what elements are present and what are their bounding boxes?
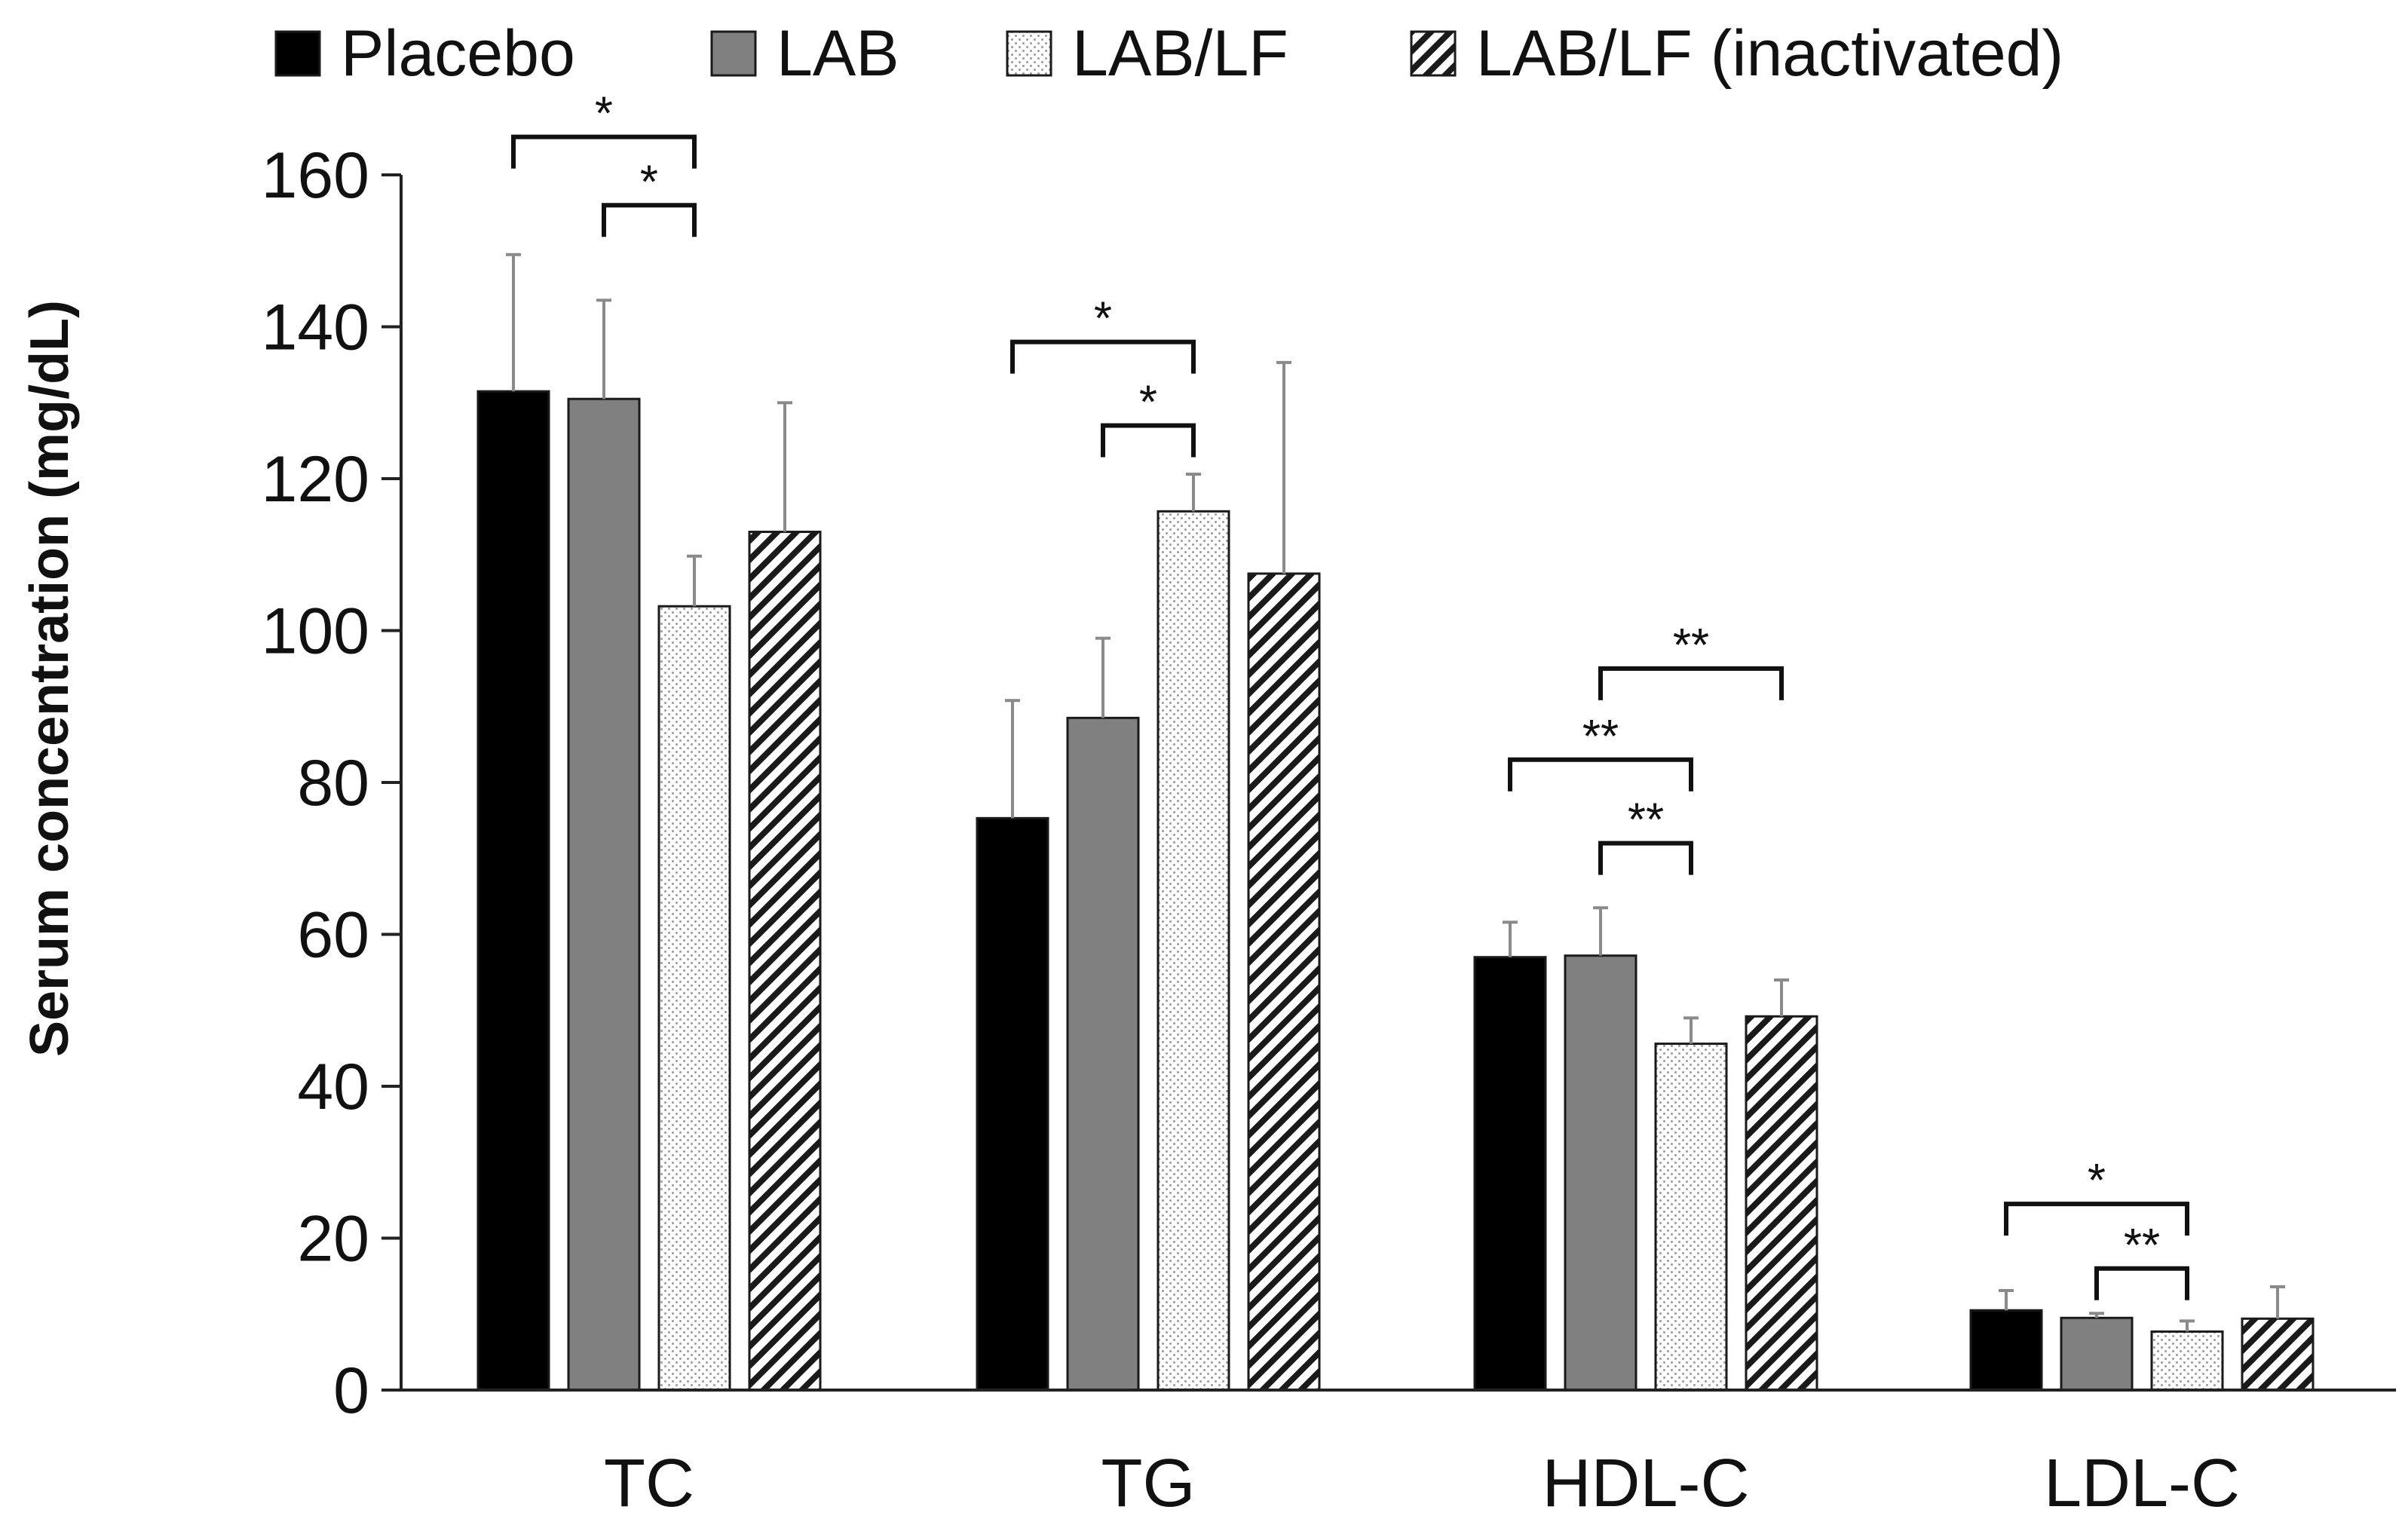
error-bar-tg-lab (1095, 636, 1111, 718)
error-bar-tc-placebo (506, 253, 521, 392)
y-tick-label-0: 0 (333, 1355, 369, 1427)
category-label-hdl-c: HDL-C (1542, 1446, 1749, 1521)
bar-tg-lab-lf-inactivated (1247, 572, 1321, 1392)
y-tick-label-20: 20 (297, 1203, 369, 1275)
significance-label-2: * (640, 156, 658, 208)
significance-label-4: * (1139, 376, 1157, 428)
significance-bracket-8 (2004, 1202, 2189, 1236)
category-label-tg: TG (1101, 1446, 1196, 1521)
error-bar-tg-placebo (1005, 699, 1020, 819)
legend-label-lab-lf: LAB/LF (1072, 17, 1288, 90)
bar-tc-lab-lf (657, 605, 731, 1392)
y-tick-label-160: 160 (262, 139, 370, 212)
error-bars (506, 253, 2285, 1332)
error-bar-tc-lab (596, 299, 611, 400)
bar-tc-lab (567, 397, 641, 1392)
bar-tg-placebo (976, 816, 1049, 1392)
category-label-ldl-c: LDL-C (2044, 1446, 2240, 1521)
y-axis: 0 20 40 60 80 100 120 140 160 (262, 139, 403, 1427)
significance-label-7: ** (1628, 795, 1664, 847)
bar-ldl-c-lab-lf (2150, 1330, 2224, 1392)
significance-label-6: ** (1582, 711, 1619, 763)
error-bar-hdl-c-placebo (1503, 920, 1518, 957)
category-label-tc: TC (604, 1446, 694, 1521)
legend-swatch-placebo (274, 30, 321, 77)
error-bar-ldl-c-lab (2089, 1312, 2104, 1318)
bars (476, 390, 2315, 1392)
y-tick-label-40: 40 (297, 1051, 369, 1123)
error-bar-tc-lab-lf (687, 554, 702, 607)
bar-tg-lab-lf (1157, 510, 1230, 1392)
error-bar-hdl-c-lab-lf-inactivated (1774, 978, 1789, 1017)
error-bar-hdl-c-lab-lf (1683, 1016, 1699, 1044)
legend-swatch-lab-lf-inactivated (1410, 30, 1457, 77)
y-tick-label-80: 80 (297, 747, 369, 819)
bar-tg-lab (1066, 716, 1140, 1392)
significance-label-5: ** (1673, 620, 1709, 672)
legend-label-lab-lf-inactivated: LAB/LF (inactivated) (1476, 17, 2063, 90)
significance-label-8: * (2088, 1155, 2106, 1207)
legend-label-placebo: Placebo (341, 17, 575, 90)
significance-bracket-2 (602, 203, 697, 237)
significance-label-3: * (1094, 293, 1112, 345)
error-bar-tc-lab-lf-inactivated (777, 401, 792, 532)
error-bar-hdl-c-lab (1593, 906, 1608, 956)
error-bar-ldl-c-lab-lf (2180, 1319, 2195, 1332)
significance-bracket-7 (1598, 841, 1693, 875)
significance-bracket-5 (1598, 666, 1784, 700)
legend-label-lab: LAB (777, 17, 899, 90)
significance-bracket-3 (1010, 339, 1196, 374)
error-bar-tg-lab-lf-inactivated (1276, 360, 1291, 574)
significance-label-9: ** (2124, 1220, 2160, 1272)
error-bar-ldl-c-placebo (1999, 1289, 2014, 1311)
y-tick-label-120: 120 (262, 443, 370, 516)
y-axis-label: Serum concentration (mg/dL) (20, 300, 80, 1057)
legend-swatch-lab-lf (1006, 30, 1052, 77)
error-bar-ldl-c-lab-lf-inactivated (2270, 1285, 2285, 1319)
y-tick-label-60: 60 (297, 899, 369, 972)
significance-markers: ************* (511, 88, 2189, 1300)
bar-tc-placebo (476, 390, 550, 1392)
y-tick-label-140: 140 (262, 292, 370, 364)
x-axis-categories: TC TG HDL-C LDL-C (604, 1446, 2240, 1521)
significance-bracket-9 (2094, 1266, 2189, 1300)
legend: Placebo LAB LAB/LF LAB/LF (inactivated) (274, 17, 2063, 90)
legend-swatch-lab (710, 30, 757, 77)
bar-ldl-c-placebo (1969, 1309, 2043, 1392)
significance-label-1: * (595, 88, 613, 140)
bar-hdl-c-placebo (1473, 956, 1547, 1392)
bar-hdl-c-lab-lf (1654, 1043, 1728, 1392)
significance-bracket-4 (1101, 423, 1196, 458)
significance-bracket-6 (1508, 757, 1693, 792)
bar-ldl-c-lab-lf-inactivated (2241, 1317, 2315, 1392)
bar-hdl-c-lab (1564, 954, 1638, 1392)
bar-hdl-c-lab-lf-inactivated (1745, 1015, 1818, 1392)
y-tick-label-100: 100 (262, 596, 370, 668)
bar-ldl-c-lab (2060, 1316, 2134, 1392)
error-bar-tg-lab-lf (1186, 472, 1201, 512)
bar-tc-lab-lf-inactivated (748, 531, 822, 1392)
significance-bracket-1 (511, 134, 697, 169)
